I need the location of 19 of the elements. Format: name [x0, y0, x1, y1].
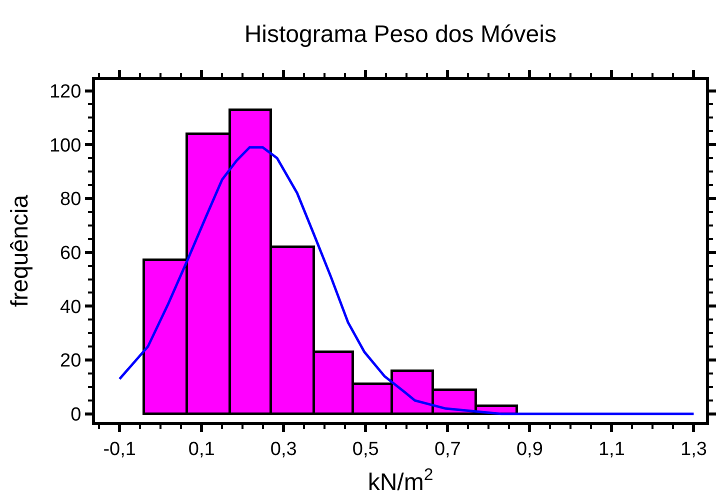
y-tick-label: 0	[70, 404, 82, 426]
line-series	[118, 146, 695, 416]
x-tick-label: 0,5	[352, 438, 379, 460]
x-tick-label: 0,1	[188, 438, 215, 460]
x-tick-label: 1,3	[680, 438, 707, 460]
x-tick-label: 1,1	[598, 438, 625, 460]
y-tick-label: 60	[60, 243, 82, 264]
chart-title: Histograma Peso dos Móveis	[244, 21, 556, 48]
x-tick-label: 0,7	[434, 438, 461, 460]
y-tick-label: 40	[60, 296, 82, 318]
y-tick-label: 100	[49, 135, 82, 156]
y-tick-label: 120	[49, 81, 82, 102]
x-tick-label: -0,1	[103, 438, 136, 460]
x-tick-label: 0,3	[270, 438, 297, 460]
y-tick-label: 80	[60, 189, 82, 210]
y-tick-label: 20	[60, 350, 82, 372]
x-axis-title: kN/m$^{2}$	[368, 465, 434, 496]
x-tick-label: 0,9	[516, 438, 543, 460]
y-axis-title: frequência	[6, 194, 34, 308]
